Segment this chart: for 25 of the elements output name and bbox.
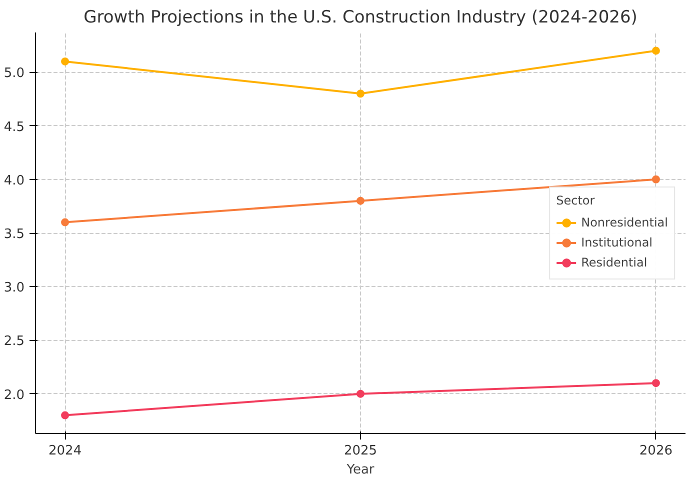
- point: [356, 390, 364, 398]
- legend-title: Sector: [556, 193, 596, 207]
- x-tick-label: 2026: [639, 444, 673, 458]
- y-tick-label: 2.0: [4, 388, 25, 403]
- point: [652, 175, 660, 184]
- legend-label: Institutional: [581, 235, 653, 249]
- point: [356, 90, 364, 98]
- y-tick-label: 3.5: [4, 227, 25, 242]
- x-tick-label: 2024: [48, 444, 82, 458]
- y-tick-label: 5.0: [4, 66, 25, 82]
- point: [652, 379, 660, 388]
- x-tick-label: 2025: [344, 444, 378, 458]
- y-tick-label: 4.5: [4, 120, 25, 135]
- y-tick-label: 3.0: [4, 280, 25, 296]
- chart-title: Growth Projections in the U.S. Construction Industry (2024-2026): [84, 8, 638, 28]
- legend-label: Residential: [581, 255, 648, 269]
- point: [652, 46, 660, 55]
- y-tick-label: 2.5: [4, 334, 25, 350]
- y-tick-label: 4.0: [4, 173, 25, 188]
- x-axis-title: Year: [346, 462, 375, 478]
- point: [61, 57, 70, 66]
- legend-label: Nonresidential: [581, 215, 668, 229]
- point: [356, 196, 364, 205]
- point: [61, 218, 70, 226]
- point: [61, 411, 70, 420]
